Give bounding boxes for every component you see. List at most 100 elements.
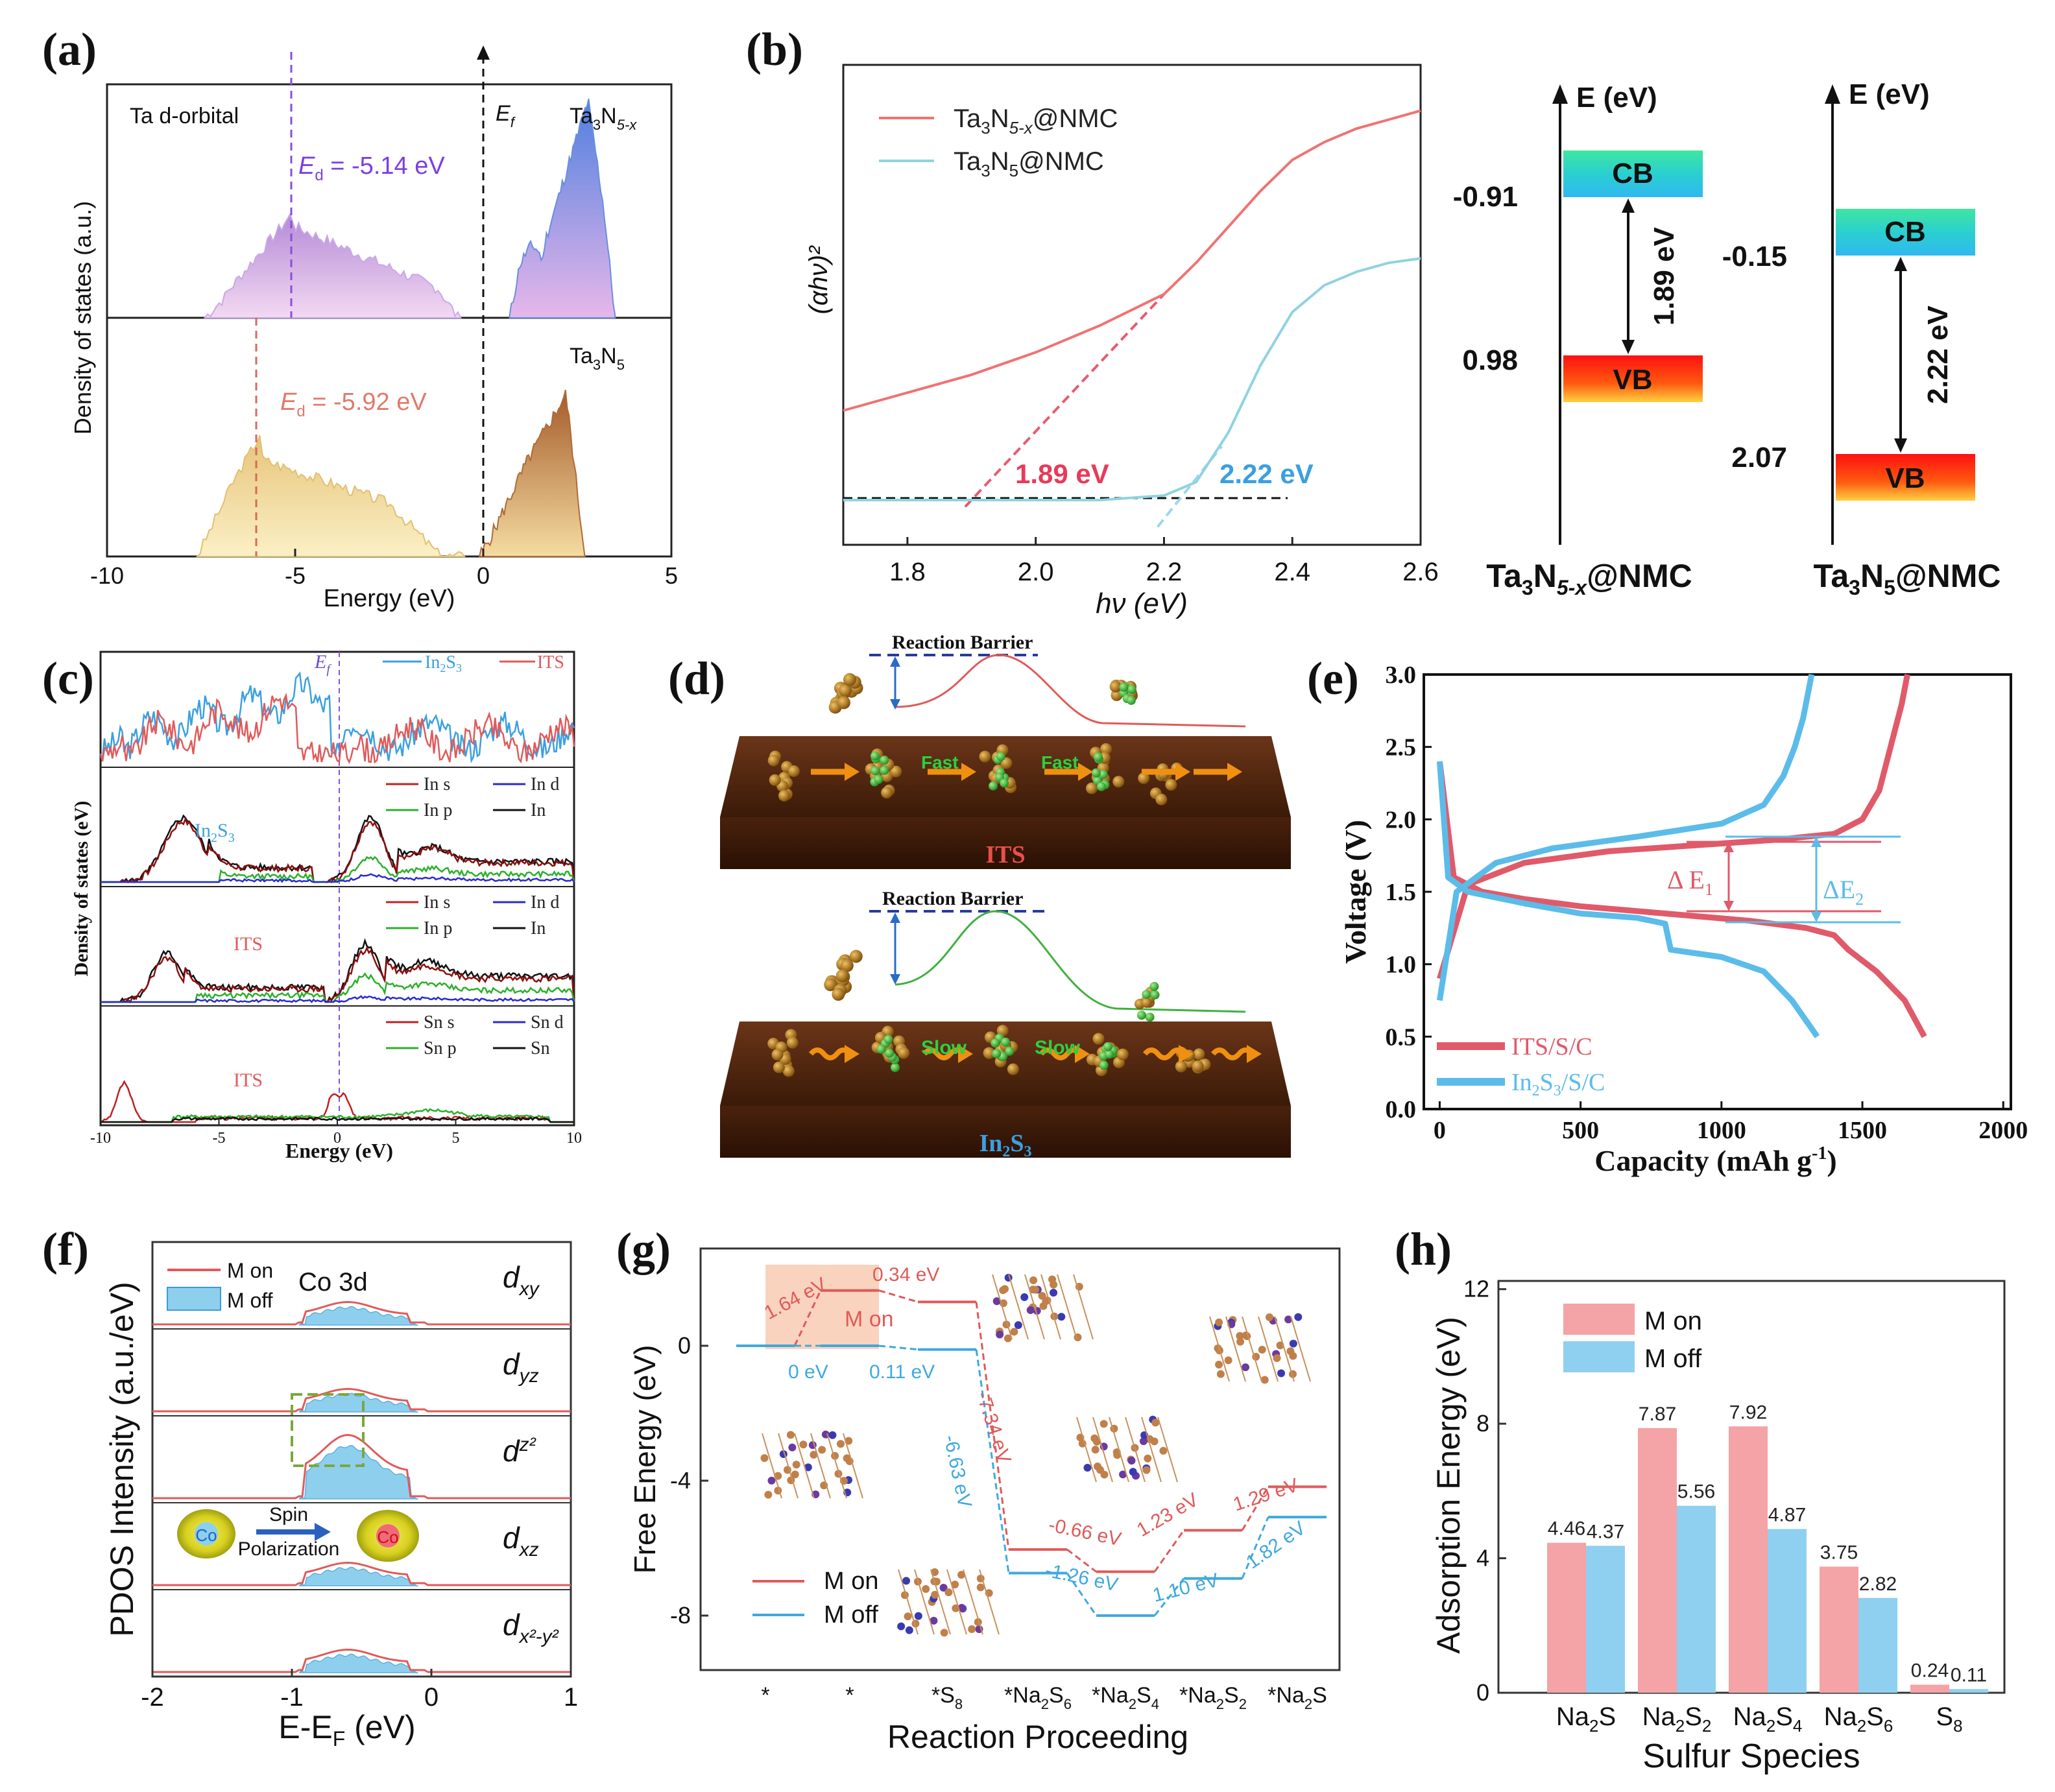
m-on-highlight (765, 1265, 879, 1349)
x-axis-label: hν (eV) (1096, 588, 1188, 619)
structure-atom (1100, 1420, 1108, 1428)
co-label-right: Co (377, 1527, 398, 1547)
panel-label: (a) (42, 23, 97, 75)
orbital-label: dyz (503, 1347, 539, 1387)
energy-connector (975, 1349, 1010, 1573)
legend-m-on: M on (1644, 1307, 1702, 1335)
panel-c-frame (99, 651, 575, 1127)
li-atom (989, 781, 998, 791)
x-tick-label: 500 (1562, 1117, 1599, 1144)
slab-label-in2s3: In2S3 (979, 1130, 1031, 1160)
band-diagram-ta3n5: E (eV) CB VB -0.15 2.07 2.22 eV Ta3N5@NM… (1722, 78, 2001, 599)
li-atom (1005, 1046, 1015, 1056)
energy-connector (1241, 1516, 1269, 1579)
x-category-label: *Na2S6 (1004, 1683, 1072, 1712)
series-line-ta3n5-x (843, 109, 1421, 412)
x-tick-label: 10 (566, 1130, 582, 1147)
pdos-line-m-on (152, 1300, 571, 1326)
y-axis-label: PDOS Intensity (a.u./eV) (104, 1282, 140, 1636)
panel-label: (g) (616, 1223, 671, 1275)
atom (840, 959, 854, 972)
gap-left: 1.89 eV (1648, 227, 1680, 326)
structure-bond (826, 1433, 847, 1499)
legend-swatch-m-off (1563, 1341, 1635, 1372)
fast-label-1: Fast (921, 752, 959, 772)
legend-m-off: M off (227, 1289, 273, 1312)
structure-atom (1273, 1354, 1281, 1363)
structure-bond (930, 1569, 951, 1635)
y-axis-label: (αhν)² (804, 245, 833, 315)
legend-text: Sn d (531, 1012, 564, 1033)
structure-atom (1127, 1457, 1136, 1465)
li-atom (1150, 990, 1160, 999)
x-axis-label: Capacity (mAh g-1) (1594, 1143, 1836, 1177)
structure-bond (1258, 1316, 1279, 1382)
structure-bond (1057, 1274, 1077, 1340)
structure-atom (1151, 1418, 1160, 1427)
bandgap-label-2: 2.22 eV (1220, 459, 1314, 489)
structure-bond (979, 1569, 1000, 1635)
legend-in2s3: In2S3 (425, 652, 462, 675)
x-tick-label: 1000 (1697, 1117, 1746, 1144)
x-category-label: *Na2S4 (1092, 1683, 1159, 1712)
structure-bond (778, 1433, 799, 1499)
cb-box-left (1563, 150, 1703, 197)
co-label-left: Co (195, 1525, 217, 1545)
structure-atom (1100, 1470, 1109, 1479)
x-category-label: S8 (1936, 1702, 1962, 1736)
dos-in-d-1 (101, 873, 575, 883)
label-minus-6-63: -6.63 eV (939, 1433, 976, 1510)
structure-atom (939, 1584, 948, 1592)
structure-atom (1144, 1454, 1152, 1463)
delta-e1: Δ E1 (1667, 865, 1713, 899)
x-tick-label: 2.6 (1402, 558, 1439, 586)
dos-fill-top-ta-d-cb (509, 99, 616, 318)
cb-value-left: -0.91 (1453, 181, 1518, 213)
atom (1155, 793, 1168, 806)
dos-in2s3 (100, 671, 575, 764)
label-0: 0 eV (788, 1361, 828, 1383)
x-category-label: Na2S (1556, 1702, 1616, 1736)
energy-connector (975, 1302, 1010, 1550)
pdos-fill-m-off (298, 1566, 418, 1587)
structure-atom (897, 1622, 906, 1631)
li-atom (1001, 1037, 1011, 1047)
atom (1097, 762, 1109, 774)
li-atom (876, 1044, 886, 1054)
legend-m-on: M on (227, 1259, 273, 1282)
structure-atom (1039, 1302, 1048, 1310)
vb-label: VB (1885, 462, 1925, 494)
structure-atom (904, 1612, 912, 1621)
panel-f-co3d: dxy dyz dz² dxz dx²-y² Co Co Spin Polarizati… (104, 1241, 578, 1750)
vb-box-right (1836, 454, 1975, 501)
orbital-label: dxy (503, 1260, 540, 1300)
label-1-29: 1.29 eV (1231, 1474, 1301, 1515)
structure-atom (1224, 1356, 1232, 1365)
bar (1910, 1684, 1949, 1693)
m-on-box-label: M on (845, 1307, 894, 1332)
pdos-line-m-on (152, 1387, 571, 1413)
legend-swatch-m-on (1563, 1304, 1635, 1335)
panel-b-frame (842, 64, 1422, 546)
band-name-right: Ta3N5@NMC (1814, 558, 2001, 599)
y-tick-label: 8 (1476, 1410, 1489, 1437)
bar-value-label: 3.75 (1820, 1542, 1858, 1564)
li-atom (996, 752, 1005, 761)
li-atom (1093, 752, 1103, 762)
legend-text: In (531, 800, 546, 820)
x-category-label: *Na2S (1268, 1683, 1327, 1712)
arrow-head (1179, 1045, 1194, 1063)
label-minus-7-34: -7.34 eV (972, 1389, 1015, 1466)
y-tick-label: -4 (670, 1467, 691, 1494)
arrow-wavy (808, 1047, 852, 1060)
atom (837, 696, 850, 710)
atom (1007, 1063, 1019, 1075)
structure-atom (1289, 1339, 1297, 1348)
cb-label: CB (1612, 158, 1653, 189)
structure-atom (1236, 1332, 1244, 1340)
x-axis-label: Energy (eV) (285, 1139, 393, 1162)
orbital-label: dxz (503, 1521, 539, 1560)
band-diagram-ta3n5-x: E (eV) CB VB -0.91 0.98 1.89 eV Ta3N5-x@… (1453, 82, 1703, 599)
structure-bond (992, 1274, 1013, 1340)
